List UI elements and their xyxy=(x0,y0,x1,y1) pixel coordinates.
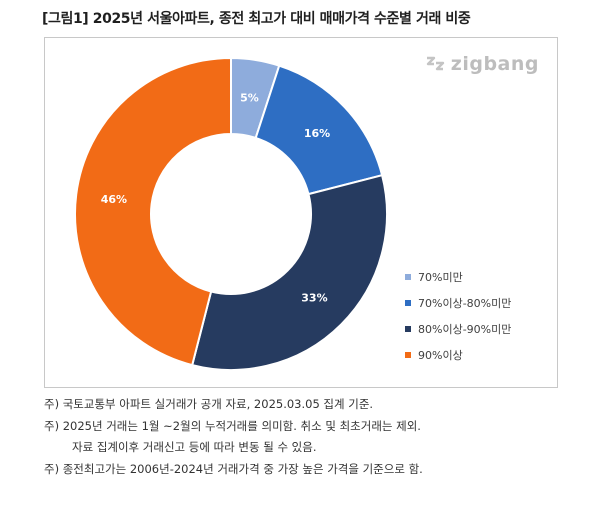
footnote-definition: 주) 종전최고가는 2006년-2024년 거래가격 중 가장 높은 가격을 기… xyxy=(44,461,423,476)
data-label: 46% xyxy=(101,193,127,206)
legend-label: 70%미만 xyxy=(418,271,463,284)
data-label: 16% xyxy=(304,127,330,140)
zigbang-logo-icon xyxy=(426,56,444,71)
legend-swatch xyxy=(405,300,411,306)
chart-area: zigbang 5% 16% 33% 46% 70%미만 70%이상-80%미만 80… xyxy=(44,37,558,388)
slice-70-80 xyxy=(254,64,384,196)
chart-legend: 70%미만 70%이상-80%미만 80%이상-90%미만 90%이상 xyxy=(405,264,511,368)
legend-item-over-90: 90%이상 xyxy=(405,342,511,368)
zigbang-logo-text: zigbang xyxy=(450,53,539,75)
legend-item-70-80: 70%이상-80%미만 xyxy=(405,290,511,316)
footnote-revision: 자료 집계이후 거래신고 등에 따라 변동 될 수 있음. xyxy=(72,440,317,454)
footnote-period: 주) 2025년 거래는 1월 ~2월의 누적거래를 의미함. 취소 및 최초거… xyxy=(44,418,421,433)
data-label: 33% xyxy=(301,291,327,304)
footnote-source: 주) 국토교통부 아파트 실거래가 공개 자료, 2025.03.05 집계 기… xyxy=(44,397,374,411)
legend-swatch xyxy=(405,274,411,280)
legend-label: 70%이상-80%미만 xyxy=(418,297,512,310)
slice-over-90 xyxy=(74,56,232,367)
legend-label: 80%이상-90%미만 xyxy=(418,323,512,336)
data-label: 5% xyxy=(240,91,259,104)
legend-swatch xyxy=(405,326,411,332)
legend-item-under-70: 70%미만 xyxy=(405,264,511,290)
zigbang-logo: zigbang xyxy=(424,53,539,75)
footnotes: 주) 국토교통부 아파트 실거래가 공개 자료, 2025.03.05 집계 기… xyxy=(44,394,423,480)
slice-80-90 xyxy=(190,173,388,371)
legend-item-80-90: 80%이상-90%미만 xyxy=(405,316,511,342)
donut-chart: 5% 16% 33% 46% xyxy=(74,56,388,371)
figure-title: [그림1] 2025년 서울아파트, 종전 최고가 대비 매매가격 수준별 거래… xyxy=(42,11,471,27)
legend-swatch xyxy=(405,352,411,358)
legend-label: 90%이상 xyxy=(418,349,463,362)
